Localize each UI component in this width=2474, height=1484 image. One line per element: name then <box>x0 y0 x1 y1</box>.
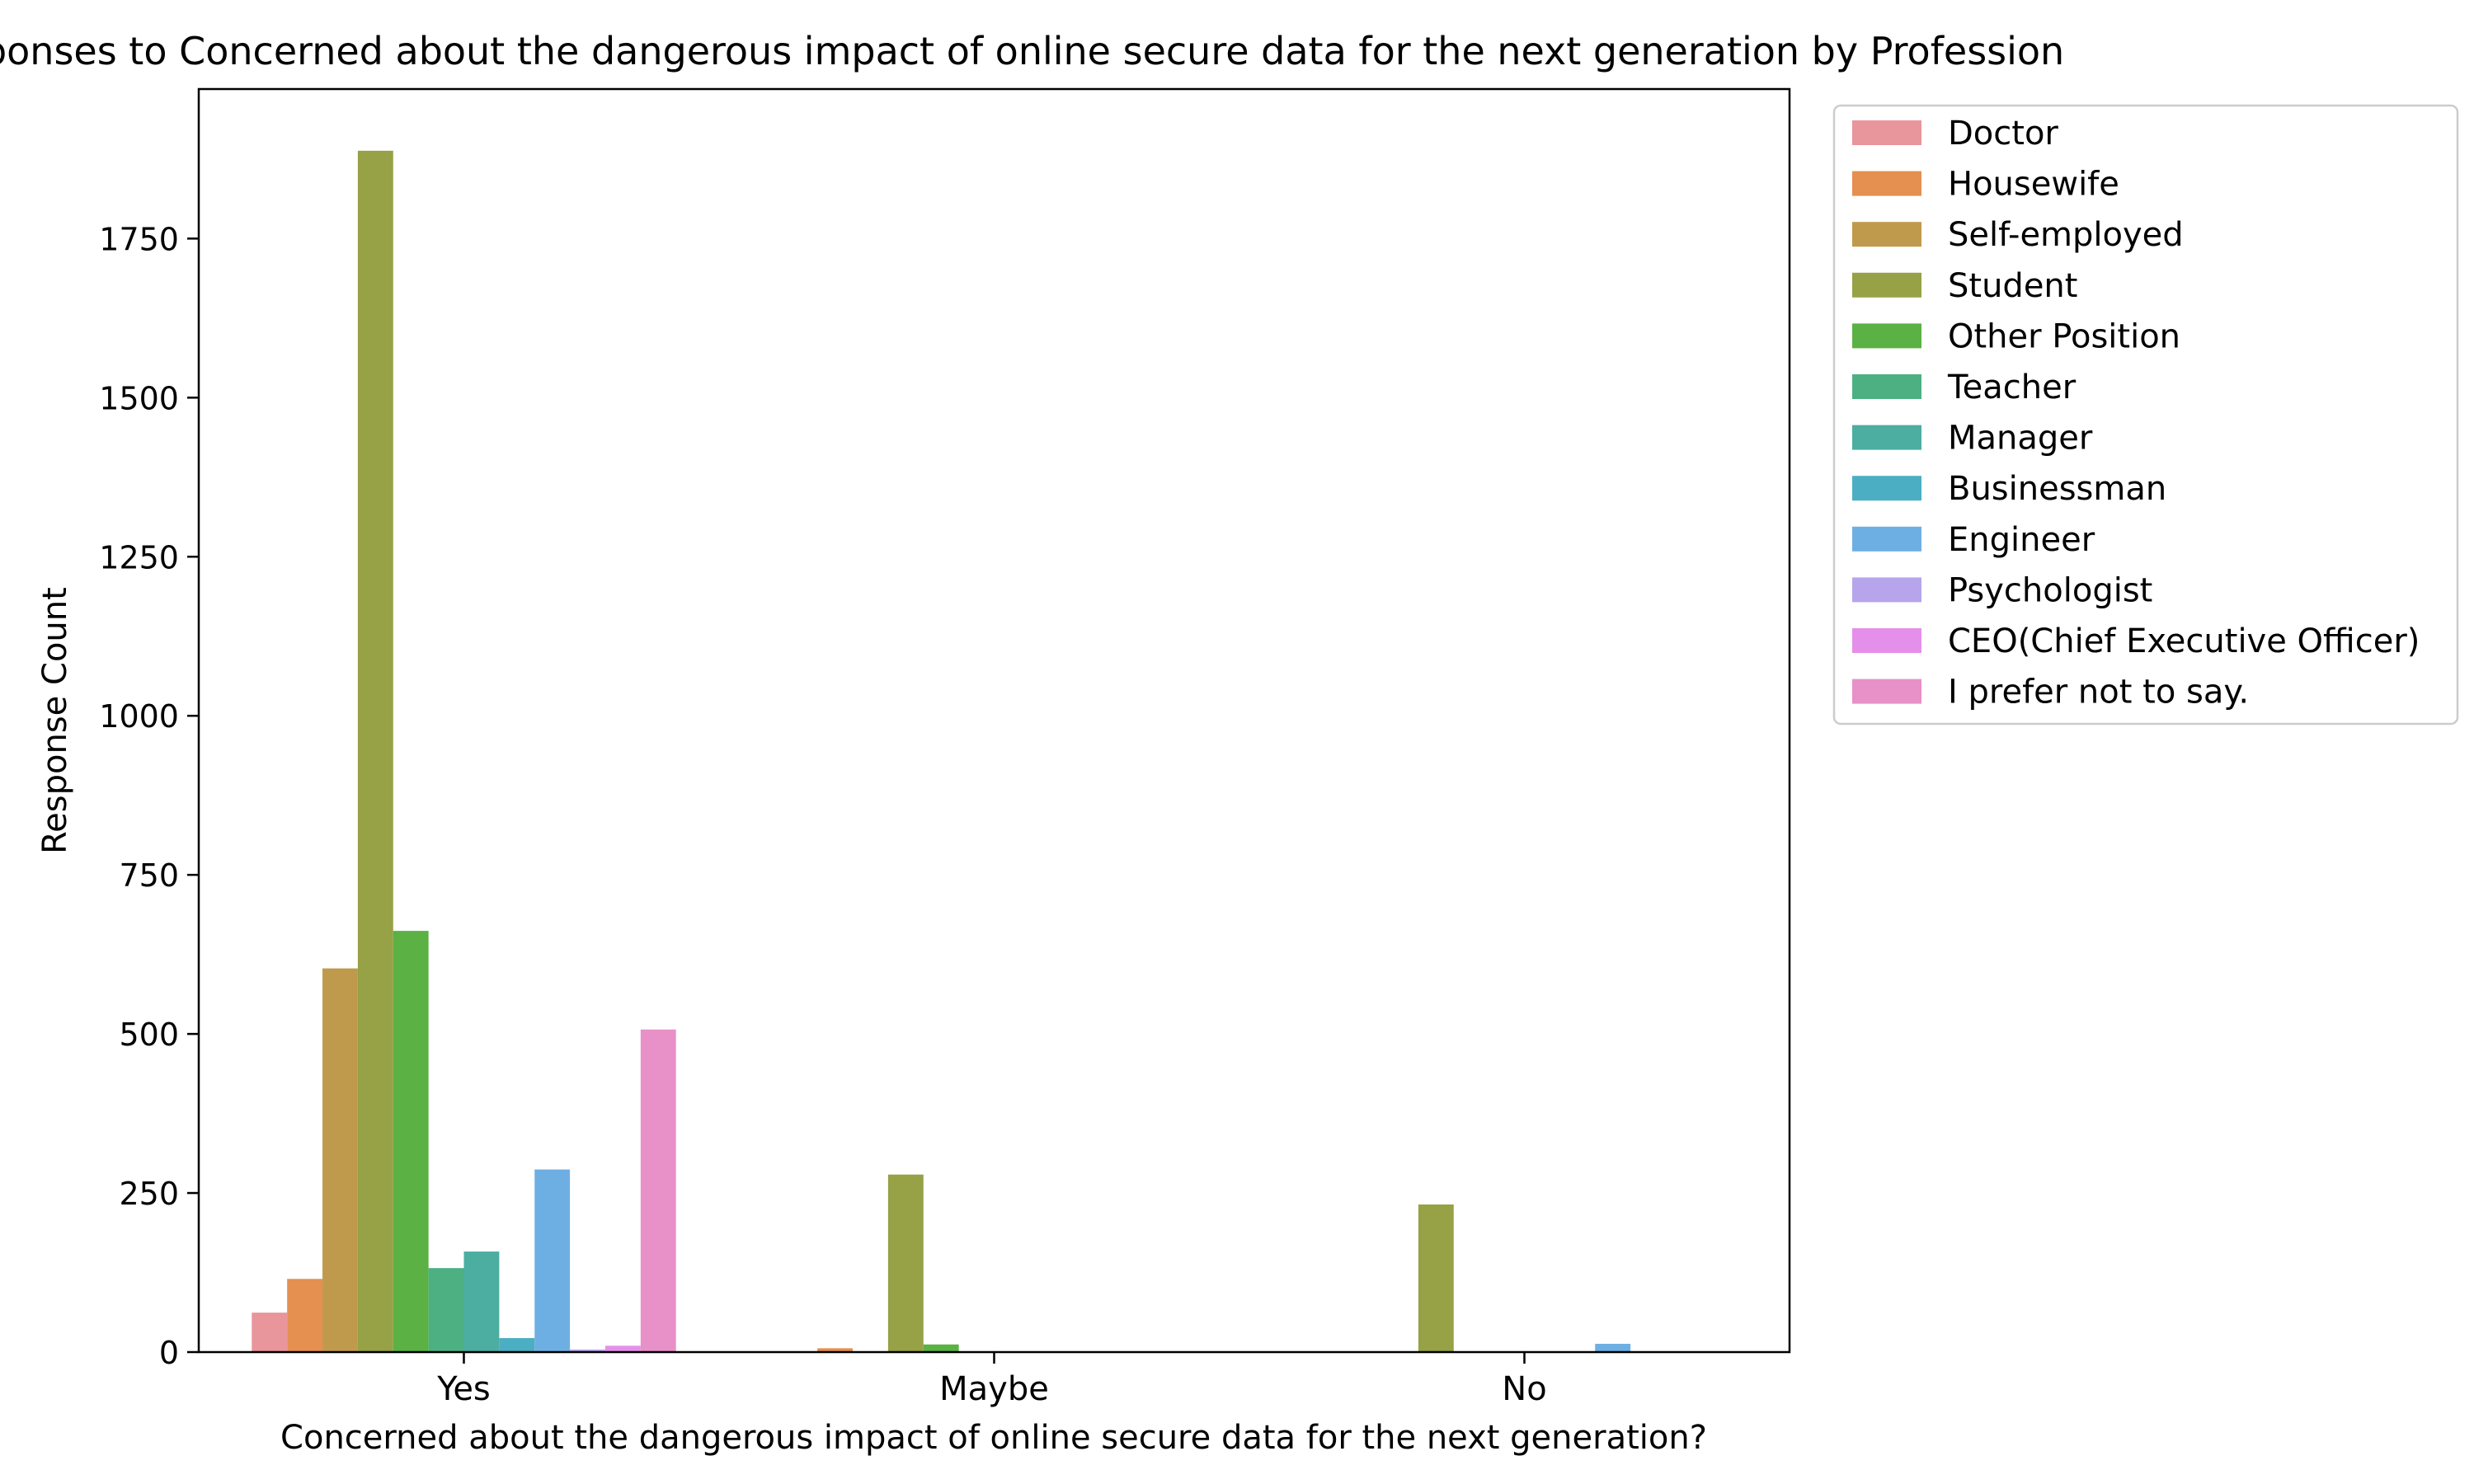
legend-swatch <box>1852 628 1921 653</box>
bar <box>640 1029 676 1352</box>
bar <box>534 1169 571 1352</box>
legend-label: Other Position <box>1948 317 2180 355</box>
x-axis: Yes Maybe No <box>436 1352 1547 1408</box>
legend-label: CEO(Chief Executive Officer) <box>1948 622 2420 660</box>
bar <box>463 1252 500 1352</box>
legend-swatch <box>1852 476 1921 501</box>
legend-label: Manager <box>1948 420 2093 458</box>
legend-swatch <box>1852 171 1921 196</box>
bar <box>499 1338 535 1352</box>
bar <box>357 150 393 1353</box>
legend-label: Doctor <box>1948 115 2058 153</box>
legend-swatch <box>1852 374 1921 399</box>
bar <box>393 931 429 1352</box>
legend-label: Engineer <box>1948 521 2095 559</box>
legend-swatch <box>1852 222 1921 247</box>
bar <box>428 1268 464 1352</box>
bar <box>287 1279 323 1352</box>
legend-swatch <box>1852 577 1921 603</box>
x-tick-label: Yes <box>436 1370 491 1408</box>
y-tick-label: 1500 <box>99 380 179 416</box>
y-tick-label: 500 <box>119 1017 179 1053</box>
legend-swatch <box>1852 272 1921 298</box>
y-tick-label: 1000 <box>99 698 179 735</box>
legend: Doctor Housewife Self-employed Student Other… <box>1832 104 2459 726</box>
x-tick-label: Maybe <box>939 1370 1049 1408</box>
bar <box>570 1349 605 1352</box>
legend-label: Teacher <box>1947 369 2077 406</box>
legend-swatch <box>1852 120 1921 145</box>
y-tick-label: 750 <box>119 857 179 894</box>
legend-label: Psychologist <box>1948 571 2152 609</box>
bar <box>604 1345 641 1352</box>
bar <box>1418 1204 1454 1352</box>
legend-label: Student <box>1948 267 2077 305</box>
bar <box>252 1313 288 1352</box>
plot-frame <box>197 87 1791 1354</box>
legend-swatch <box>1852 526 1921 552</box>
legend-label: Businessman <box>1948 470 2166 508</box>
bar <box>1595 1343 1631 1352</box>
legend-frame <box>1832 104 2459 726</box>
bar <box>817 1348 854 1352</box>
y-axis: 0 250 500 750 1000 1250 1500 1750 <box>99 221 199 1371</box>
y-tick-label: 0 <box>159 1335 179 1371</box>
chart-title: Responses to Concerned about the dangero… <box>0 29 2064 73</box>
y-axis-label: Response Count <box>36 587 74 854</box>
y-tick-label: 1750 <box>99 221 179 257</box>
legend-label: Housewife <box>1948 166 2119 204</box>
legend-label: Self-employed <box>1948 216 2184 254</box>
legend-items: Doctor Housewife Self-employed Student Other… <box>1852 115 2420 711</box>
legend-swatch <box>1852 425 1921 450</box>
y-tick-label: 1250 <box>99 539 179 575</box>
x-tick-label: No <box>1502 1370 1546 1408</box>
y-tick-label: 250 <box>119 1176 179 1212</box>
legend-swatch <box>1852 323 1921 349</box>
legend-swatch <box>1852 679 1921 704</box>
bars-layer <box>252 150 1631 1353</box>
legend-label: I prefer not to say. <box>1948 674 2249 711</box>
bar <box>322 968 358 1352</box>
bar <box>887 1174 924 1352</box>
bar <box>923 1344 959 1352</box>
x-axis-label: Concerned about the dangerous impact of … <box>280 1419 1707 1457</box>
